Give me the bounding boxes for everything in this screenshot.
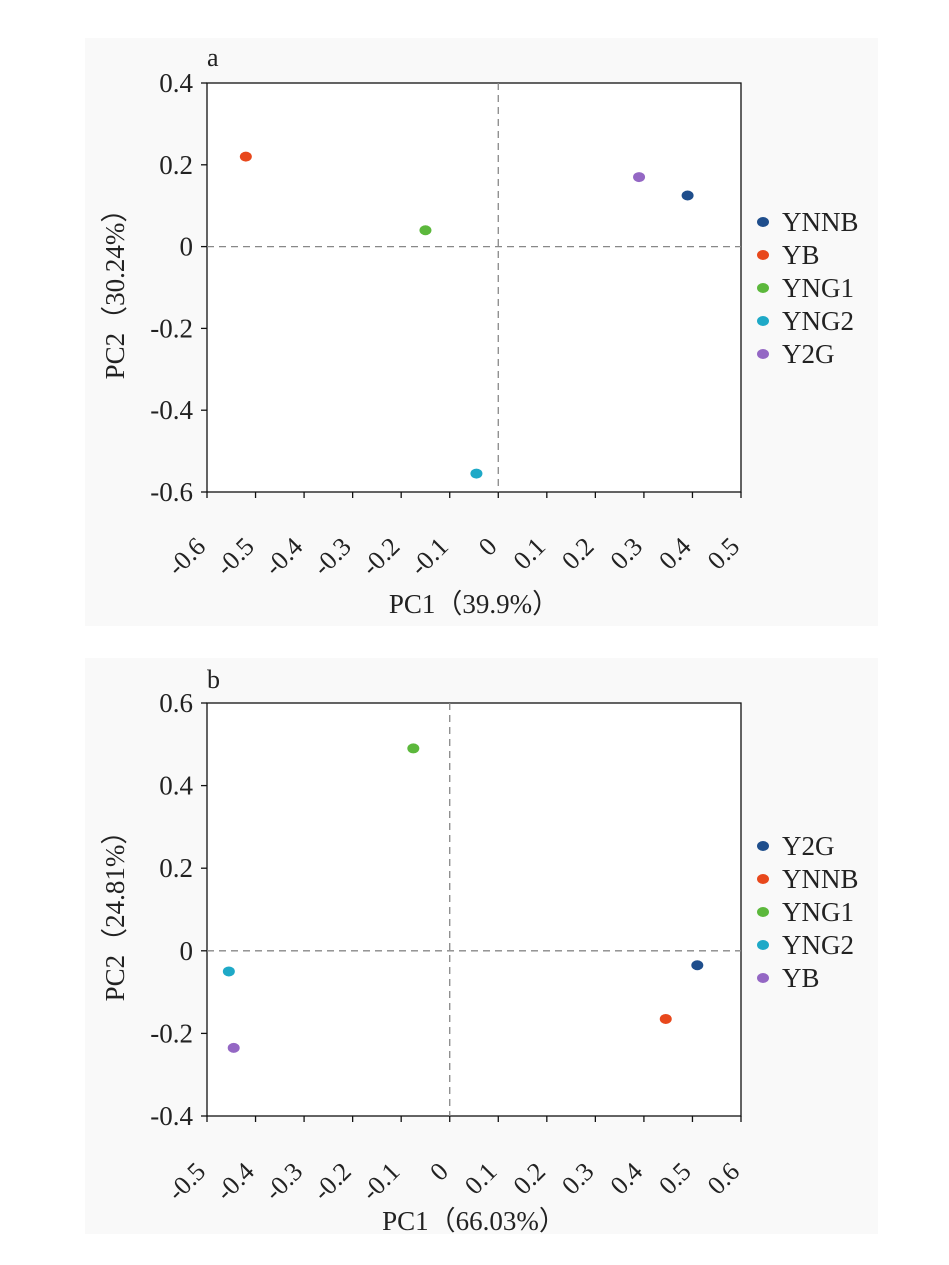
x-tick-label: 0.6 (702, 1157, 745, 1200)
legend-label: YNNB (782, 207, 859, 237)
x-axis-title: PC1（66.03%） (382, 1206, 566, 1236)
legend-marker-ynnb (757, 874, 769, 884)
x-tick-label: 0.5 (653, 1157, 696, 1200)
data-point-yb (239, 151, 252, 162)
legend-marker-yng2 (757, 940, 769, 950)
legend-label: YB (782, 240, 820, 270)
x-tick-label: -0.3 (259, 1157, 309, 1207)
legend-marker-yng1 (757, 283, 769, 293)
data-point-yng1 (407, 743, 420, 754)
legend-label: Y2G (782, 831, 835, 861)
x-tick-label: -0.5 (162, 1157, 212, 1207)
x-tick-label: -0.1 (404, 532, 454, 582)
data-point-yng1 (419, 225, 432, 236)
x-tick-label: -0.2 (307, 1157, 357, 1207)
y-tick-label: 0.2 (159, 853, 193, 883)
y-tick-label: -0.2 (150, 1018, 193, 1048)
panel-label: b (207, 665, 220, 694)
plot-area (206, 82, 742, 493)
y-tick-label: 0 (180, 936, 194, 966)
legend-label: YB (782, 963, 820, 993)
x-tick-label: 0.2 (508, 1157, 551, 1200)
legend-marker-yb (757, 250, 769, 260)
panel-label: a (207, 43, 219, 72)
legend-marker-ynnb (757, 217, 769, 227)
y-tick-label: 0.6 (159, 688, 193, 718)
x-tick-label: -0.5 (210, 532, 260, 582)
legend-label: YNG2 (782, 306, 854, 336)
data-point-ynnb (681, 190, 694, 201)
x-tick-label: 0.4 (653, 532, 696, 575)
x-tick-label: -0.1 (356, 1157, 406, 1207)
legend-marker-y2g (757, 349, 769, 359)
legend-marker-y2g (757, 841, 769, 851)
legend-marker-yng1 (757, 907, 769, 917)
y-axis-title: PC2（30.24%） (100, 196, 130, 380)
x-tick-label: -0.3 (307, 532, 357, 582)
x-tick-label: -0.6 (162, 532, 212, 582)
legend-label: YNNB (782, 864, 859, 894)
x-tick-label: 0 (473, 532, 503, 562)
x-tick-label: 0.5 (702, 532, 745, 575)
x-tick-label: -0.4 (210, 1157, 260, 1207)
data-point-y2g (691, 960, 704, 971)
data-point-y2g (633, 172, 646, 183)
x-axis-title: PC1（39.9%） (389, 589, 559, 619)
x-tick-label: 0.1 (508, 532, 551, 575)
x-tick-label: 0.3 (605, 532, 648, 575)
x-tick-label: 0 (424, 1157, 454, 1187)
y-tick-label: -0.4 (150, 395, 193, 425)
x-tick-label: -0.4 (259, 532, 309, 582)
y-axis-title: PC2（24.81%） (100, 818, 130, 1002)
x-tick-label: 0.2 (556, 532, 599, 575)
y-tick-label: 0.4 (159, 771, 193, 801)
legend-marker-yng2 (757, 316, 769, 326)
x-tick-label: 0.4 (605, 1157, 648, 1200)
legend-marker-yb (757, 973, 769, 983)
legend-label: Y2G (782, 339, 835, 369)
data-point-yng2 (470, 468, 483, 479)
x-tick-label: -0.2 (356, 532, 406, 582)
x-tick-label: 0.1 (459, 1157, 502, 1200)
y-tick-label: -0.2 (150, 313, 193, 343)
legend-label: YNG1 (782, 897, 854, 927)
y-tick-label: -0.6 (150, 477, 193, 507)
data-point-yb (227, 1042, 240, 1053)
y-tick-label: 0.4 (159, 68, 193, 98)
data-point-ynnb (659, 1013, 672, 1024)
y-tick-label: 0 (180, 232, 194, 262)
legend-label: YNG1 (782, 273, 854, 303)
chart-panel-b: 0.60.40.20-0.2-0.4-0.5-0.4-0.3-0.2-0.1 0 0… (100, 665, 859, 1236)
x-tick-label: 0.3 (556, 1157, 599, 1200)
chart-panel-a: 0.40.20-0.2-0.4-0.6-0.6-0.5-0.4-0.3-0.2-… (100, 43, 859, 619)
legend-label: YNG2 (782, 930, 854, 960)
data-point-yng2 (222, 966, 235, 977)
plot-area (206, 702, 742, 1117)
y-tick-label: 0.2 (159, 150, 193, 180)
y-tick-label: -0.4 (150, 1101, 193, 1131)
